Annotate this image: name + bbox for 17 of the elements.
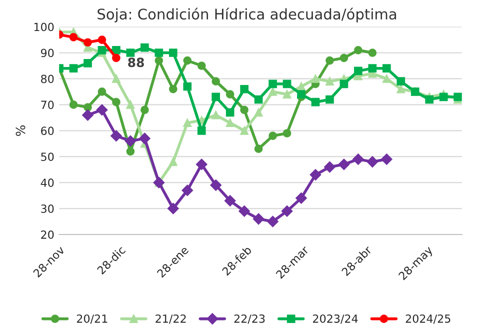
y-tick-label: 70	[41, 100, 54, 110]
y-tick-label: 80	[41, 74, 54, 84]
y-tick-label: 50	[41, 152, 54, 161]
y-tick-label: 100	[34, 22, 54, 32]
legend-label: 20/21	[76, 314, 108, 324]
legend-label: 21/22	[156, 314, 186, 324]
y-tick-label: 90	[40, 48, 54, 58]
y-tick-label: 30	[41, 204, 54, 213]
legend-label: 22/23	[234, 314, 265, 324]
y-axis-title: %	[16, 125, 26, 136]
y-tick-label: 20	[41, 230, 54, 239]
y-tick-label: 60	[41, 126, 54, 136]
chart-title: Soja: Condición Hídrica adecuada/óptima	[98, 8, 396, 22]
y-tick-label: 40	[40, 178, 54, 187]
data-label: 88	[128, 58, 144, 68]
legend-label: 2024/25	[406, 314, 450, 324]
legend-label: 2023/24	[313, 314, 358, 324]
